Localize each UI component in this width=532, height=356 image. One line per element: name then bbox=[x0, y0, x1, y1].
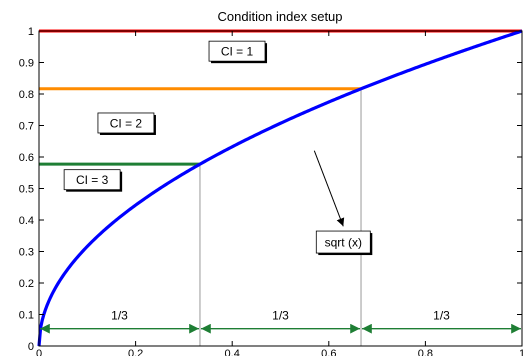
y-tick-label: 0.3 bbox=[19, 247, 34, 259]
curve-annotation-arrow bbox=[313, 150, 345, 227]
y-tick-label: 0.5 bbox=[19, 184, 34, 196]
region-label-box bbox=[63, 169, 121, 191]
x-tick-label: 0.2 bbox=[128, 348, 143, 356]
curve-label: sqrt (x) bbox=[325, 236, 362, 250]
y-tick-label: 0.7 bbox=[19, 121, 34, 133]
plot-area: 1/3 1/3 1/3 CI = 1 CI = 2 CI = 3 sqrt (x) bbox=[37, 29, 523, 347]
y-tick-label: 0.9 bbox=[19, 58, 34, 70]
region-label: CI = 2 bbox=[110, 116, 143, 130]
sqrt-curve bbox=[37, 29, 523, 347]
y-tick-label: 0.6 bbox=[19, 152, 34, 164]
y-tick-label: 0.1 bbox=[19, 310, 34, 322]
y-tick-label: 0.2 bbox=[19, 278, 34, 290]
curve-label-box bbox=[315, 230, 371, 254]
interval-label: 1/3 bbox=[433, 309, 450, 323]
chart-title: Condition index setup bbox=[217, 9, 342, 24]
region-label-box bbox=[208, 40, 266, 62]
x-tick-label: 0.8 bbox=[418, 348, 433, 356]
x-tick-label: 0.4 bbox=[225, 348, 240, 356]
x-tick-label: 1 bbox=[519, 348, 525, 356]
region-label: CI = 1 bbox=[221, 45, 254, 59]
region-label: CI = 3 bbox=[76, 173, 109, 187]
x-tick-label: 0.6 bbox=[321, 348, 336, 356]
y-tick-label: 0.4 bbox=[19, 215, 34, 227]
y-tick-label: 0.8 bbox=[19, 89, 34, 101]
axes: 0 0.2 0.4 0.6 0.8 1 0 0.1 0.2 0.3 0.4 0.5 0.6 0.7 0.8 0… bbox=[19, 26, 525, 356]
interval-label: 1/3 bbox=[272, 309, 289, 323]
x-tick-label: 0 bbox=[36, 348, 42, 356]
interval-label: 1/3 bbox=[111, 309, 128, 323]
y-tick-label: 0 bbox=[28, 341, 34, 353]
region-label-box bbox=[97, 112, 155, 134]
y-tick-label: 1 bbox=[28, 26, 34, 38]
